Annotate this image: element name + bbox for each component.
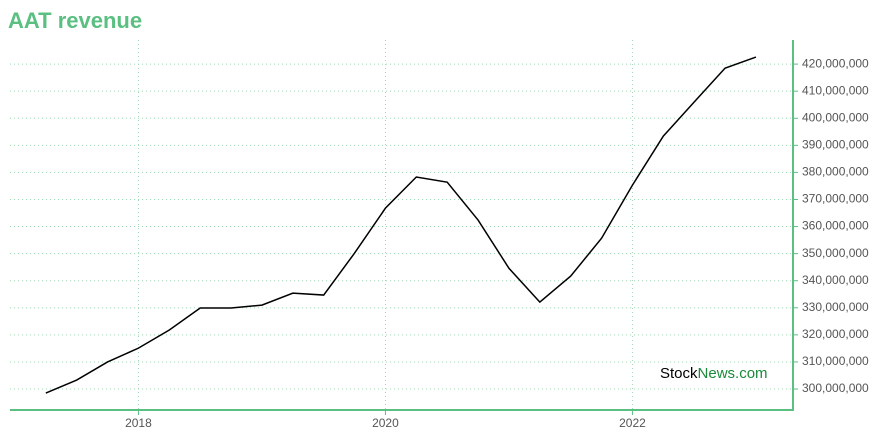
x-tick-label: 2022 [619, 416, 646, 430]
watermark-part: News.com [698, 365, 768, 382]
y-tick-label: 310,000,000 [802, 354, 869, 368]
y-tick-label: 410,000,000 [802, 83, 869, 97]
y-tick-label: 390,000,000 [802, 137, 869, 151]
chart-title: AAT revenue [8, 8, 142, 33]
y-tick-label: 320,000,000 [802, 327, 869, 341]
y-tick-label: 330,000,000 [802, 300, 869, 314]
line [45, 56, 757, 394]
y-tick-label: 420,000,000 [802, 56, 869, 70]
y-tick-label: 340,000,000 [802, 273, 869, 287]
y-tick-label: 360,000,000 [802, 219, 869, 233]
y-tick-label: 380,000,000 [802, 165, 869, 179]
y-tick-label: 350,000,000 [802, 246, 869, 260]
watermark: StockNews.com [660, 365, 768, 382]
y-tick-label: 300,000,000 [802, 381, 869, 395]
y-tick-label: 370,000,000 [802, 192, 869, 206]
watermark-part: Stock [660, 365, 698, 382]
x-tick-label: 2018 [125, 416, 152, 430]
y-tick-label: 400,000,000 [802, 110, 869, 124]
x-tick-label: 2020 [372, 416, 399, 430]
